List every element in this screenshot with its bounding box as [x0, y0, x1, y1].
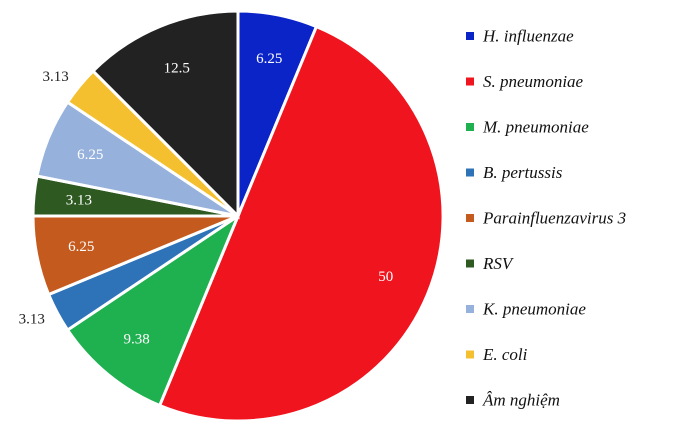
legend-label-am-nghiem: Âm nghiệm	[482, 391, 560, 410]
pie-slice-m-pneumoniae	[65, 212, 242, 408]
legend-swatch-e-coli	[466, 350, 474, 359]
legend-label-h-influenzae: H. influenzae	[482, 27, 574, 46]
pie-slices	[31, 9, 445, 423]
legend-label-parainfluenzavirus-3: Parainfluenzavirus 3	[482, 209, 626, 228]
legend-item-b-pertussis: B. pertussis	[466, 163, 563, 182]
data-label-e-coli: 3.13	[42, 69, 68, 85]
pie-slice-am-nghiem	[90, 9, 240, 220]
legend-item-k-pneumoniae: K. pneumoniae	[466, 300, 586, 319]
legend-label-b-pertussis: B. pertussis	[483, 163, 563, 182]
pie-slice-s-pneumoniae	[157, 24, 445, 423]
data-label-b-pertussis: 3.13	[19, 311, 45, 327]
legend-item-h-influenzae: H. influenzae	[466, 27, 574, 46]
data-label-parainfluenzavirus-3: 6.25	[68, 239, 94, 255]
data-label-rsv: 3.13	[66, 192, 92, 208]
legend-label-s-pneumoniae: S. pneumoniae	[483, 72, 584, 91]
legend-swatch-rsv	[466, 259, 474, 268]
legend-item-s-pneumoniae: S. pneumoniae	[466, 72, 584, 91]
legend-swatch-am-nghiem	[466, 396, 474, 404]
legend-swatch-parainfluenzavirus-3	[466, 214, 474, 222]
legend-swatch-m-pneumoniae	[466, 123, 474, 131]
legend-swatch-h-influenzae	[466, 32, 474, 40]
legend: H. influenzae S. pneumoniae M. pneumoniae B…	[466, 27, 626, 410]
legend-item-rsv: RSV	[466, 254, 515, 273]
legend-label-k-pneumoniae: K. pneumoniae	[482, 300, 586, 319]
data-label-h-influenzae: 6.25	[256, 51, 282, 67]
legend-swatch-b-pertussis	[466, 168, 474, 177]
data-label-am-nghiem: 12.5	[164, 60, 190, 76]
legend-label-e-coli: E. coli	[482, 345, 528, 364]
data-labels: 6.25 50 9.38 3.13 6.25 3.13 6.25 3.13 12.5	[19, 51, 394, 348]
legend-item-am-nghiem: Âm nghiệm	[466, 391, 560, 410]
legend-item-m-pneumoniae: M. pneumoniae	[466, 118, 589, 137]
data-label-m-pneumoniae: 9.38	[123, 332, 149, 348]
legend-swatch-k-pneumoniae	[466, 305, 474, 313]
data-label-s-pneumoniae: 50	[378, 269, 393, 285]
legend-item-e-coli: E. coli	[466, 345, 528, 364]
data-label-k-pneumoniae: 6.25	[77, 147, 103, 163]
legend-label-rsv: RSV	[482, 254, 515, 273]
legend-label-m-pneumoniae: M. pneumoniae	[482, 118, 589, 137]
legend-item-parainfluenzavirus-3: Parainfluenzavirus 3	[466, 209, 626, 228]
legend-swatch-s-pneumoniae	[466, 77, 474, 86]
